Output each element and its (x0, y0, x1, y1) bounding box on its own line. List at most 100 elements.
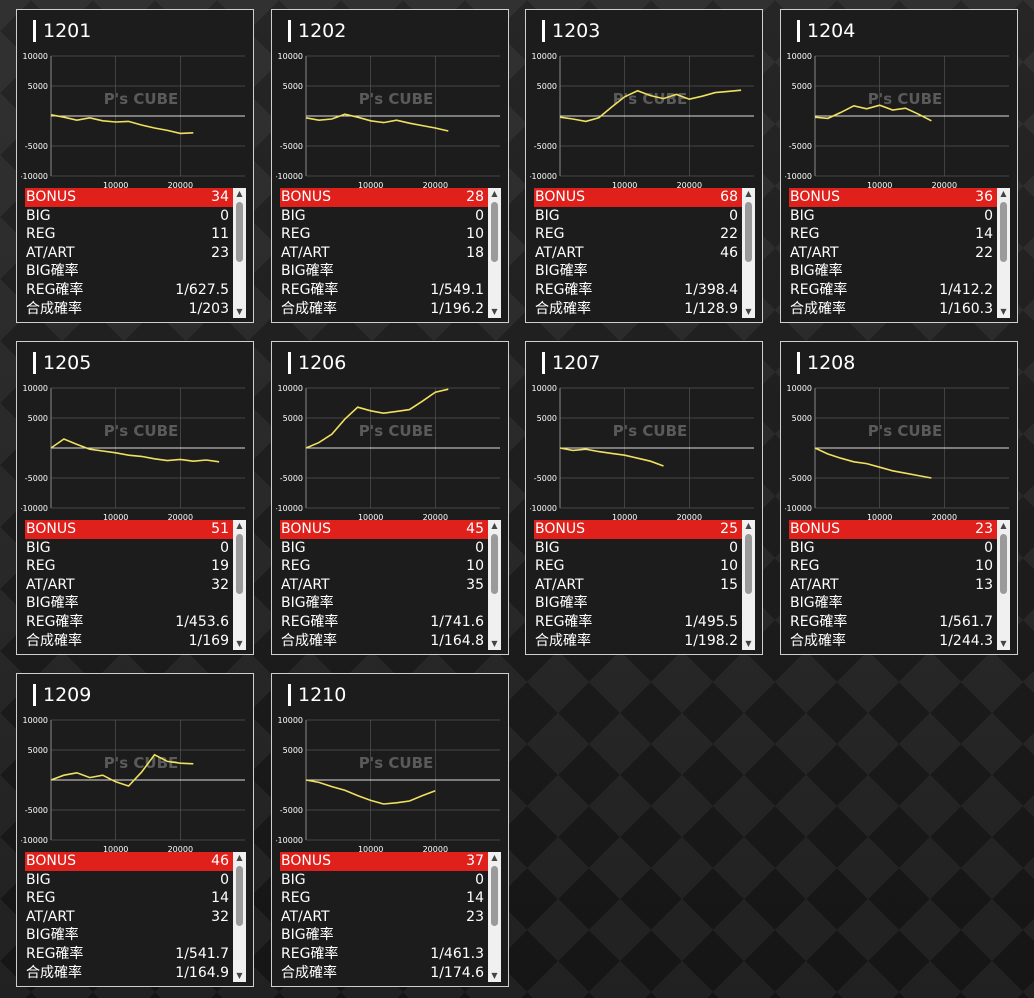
stat-label: REG確率 (535, 281, 593, 298)
series-line (814, 104, 932, 122)
stat-value: 0 (984, 539, 993, 556)
stat-value: 1/549.1 (430, 281, 484, 298)
stat-label: BONUS (26, 189, 76, 205)
scroll-up-arrow-icon[interactable]: ▲ (236, 521, 243, 530)
stat-row-reg: REG 19 (25, 557, 233, 576)
x-tick-label: 20000 (932, 513, 957, 522)
stats-scrollbar[interactable]: ▲ ▼ (997, 520, 1010, 650)
machine-card-1204[interactable]: 1204 P's CUBE 10000 5000 -5000 -10000 10000 200… (780, 9, 1018, 323)
stat-label: REG確率 (26, 613, 84, 630)
scroll-down-arrow-icon[interactable]: ▼ (745, 307, 752, 316)
stats-list: BONUS 37 BIG 0 REG 14 AT/ART 23 BIG確率 REG確率 1/461.… (280, 852, 488, 982)
stat-label: BONUS (26, 521, 76, 537)
scroll-thumb[interactable] (491, 866, 498, 926)
stat-value: 1/561.7 (939, 613, 993, 630)
series-line (50, 753, 194, 787)
series-line (305, 113, 449, 132)
stat-row-big: BIG 0 (25, 871, 233, 890)
stats-scrollbar[interactable]: ▲ ▼ (488, 188, 501, 318)
machine-card-1205[interactable]: 1205 P's CUBE 10000 5000 -5000 -10000 10000 200… (16, 341, 254, 655)
machine-card-1208[interactable]: 1208 P's CUBE 10000 5000 -5000 -10000 10000 200… (780, 341, 1018, 655)
machine-card-1202[interactable]: 1202 P's CUBE 10000 5000 -5000 -10000 10000 200… (271, 9, 509, 323)
stat-row-bonus: BONUS 25 (534, 520, 742, 539)
machine-card-1207[interactable]: 1207 P's CUBE 10000 5000 -5000 -10000 10000 200… (525, 341, 763, 655)
scroll-thumb[interactable] (1000, 202, 1007, 262)
machine-card-1203[interactable]: 1203 P's CUBE 10000 5000 -5000 -10000 10000 200… (525, 9, 763, 323)
scroll-thumb[interactable] (745, 202, 752, 262)
stat-row-big-rate: BIG確率 (25, 262, 233, 281)
stat-row-total-rate: 合成確率 1/174.6 (280, 964, 488, 983)
scroll-thumb[interactable] (491, 202, 498, 262)
scroll-up-arrow-icon[interactable]: ▲ (491, 189, 498, 198)
watermark-logo: P's CUBE (359, 90, 434, 108)
stats-scrollbar[interactable]: ▲ ▼ (488, 852, 501, 982)
scroll-down-arrow-icon[interactable]: ▼ (1000, 639, 1007, 648)
scroll-thumb[interactable] (1000, 534, 1007, 594)
stat-value: 0 (220, 539, 229, 556)
scroll-thumb[interactable] (236, 202, 243, 262)
stat-row-total-rate: 合成確率 1/160.3 (789, 300, 997, 319)
stat-label: 合成確率 (790, 632, 846, 649)
stat-value: 22 (720, 226, 738, 243)
stats-scrollbar[interactable]: ▲ ▼ (997, 188, 1010, 318)
stat-label: BONUS (535, 189, 585, 205)
machine-number: 1205 (33, 350, 91, 376)
scroll-up-arrow-icon[interactable]: ▲ (491, 853, 498, 862)
stats-scrollbar[interactable]: ▲ ▼ (742, 520, 755, 650)
stat-row-bonus: BONUS 36 (789, 188, 997, 207)
x-tick-label: 20000 (677, 513, 702, 522)
slump-chart: P's CUBE 10000 5000 -5000 -10000 10000 20000 (276, 384, 500, 522)
scroll-down-arrow-icon[interactable]: ▼ (491, 971, 498, 980)
stat-row-at: AT/ART 18 (280, 244, 488, 263)
stat-label: 合成確率 (281, 300, 337, 317)
slump-chart: P's CUBE 10000 5000 -5000 -10000 10000 20000 (21, 716, 245, 854)
stat-label: REG (790, 558, 820, 575)
stat-row-big: BIG 0 (280, 207, 488, 226)
slump-chart: P's CUBE 10000 5000 -5000 -10000 10000 20000 (530, 384, 754, 522)
stat-row-big: BIG 0 (789, 207, 997, 226)
scroll-thumb[interactable] (236, 534, 243, 594)
scroll-thumb[interactable] (236, 866, 243, 926)
stat-value: 14 (975, 226, 993, 243)
x-tick-label: 20000 (168, 181, 193, 190)
stat-row-big-rate: BIG確率 (280, 926, 488, 945)
scroll-thumb[interactable] (491, 534, 498, 594)
stats-list: BONUS 28 BIG 0 REG 10 AT/ART 18 BIG確率 REG確率 1/549.… (280, 188, 488, 318)
scroll-down-arrow-icon[interactable]: ▼ (491, 639, 498, 648)
scroll-down-arrow-icon[interactable]: ▼ (491, 307, 498, 316)
scroll-down-arrow-icon[interactable]: ▼ (236, 307, 243, 316)
x-tick-label: 10000 (358, 845, 383, 854)
stat-label: AT/ART (26, 576, 75, 593)
scroll-up-arrow-icon[interactable]: ▲ (236, 189, 243, 198)
stat-row-big-rate: BIG確率 (789, 594, 997, 613)
stats-scrollbar[interactable]: ▲ ▼ (233, 520, 246, 650)
stats-scrollbar[interactable]: ▲ ▼ (233, 852, 246, 982)
stat-label: BIG (26, 539, 51, 556)
scroll-down-arrow-icon[interactable]: ▼ (236, 639, 243, 648)
stat-row-at: AT/ART 46 (534, 244, 742, 263)
stat-label: BIG (26, 871, 51, 888)
stats-scrollbar[interactable]: ▲ ▼ (488, 520, 501, 650)
stats-list: BONUS 34 BIG 0 REG 11 AT/ART 23 BIG確率 REG確率 1/627.… (25, 188, 233, 318)
scroll-up-arrow-icon[interactable]: ▲ (1000, 189, 1007, 198)
scroll-up-arrow-icon[interactable]: ▲ (491, 521, 498, 530)
stat-label: BIG確率 (535, 263, 588, 280)
machine-card-1201[interactable]: 1201 P's CUBE 10000 5000 -5000 -10000 10000 200… (16, 9, 254, 323)
stat-value: 1/741.6 (430, 613, 484, 630)
scroll-down-arrow-icon[interactable]: ▼ (236, 971, 243, 980)
stats-scrollbar[interactable]: ▲ ▼ (742, 188, 755, 318)
machine-card-1209[interactable]: 1209 P's CUBE 10000 5000 -5000 -10000 10000 200… (16, 673, 254, 987)
scroll-up-arrow-icon[interactable]: ▲ (745, 521, 752, 530)
scroll-up-arrow-icon[interactable]: ▲ (745, 189, 752, 198)
scroll-up-arrow-icon[interactable]: ▲ (236, 853, 243, 862)
scroll-up-arrow-icon[interactable]: ▲ (1000, 521, 1007, 530)
scroll-down-arrow-icon[interactable]: ▼ (745, 639, 752, 648)
stat-value: 1/203 (188, 300, 229, 317)
stat-row-reg: REG 14 (280, 889, 488, 908)
machine-card-1206[interactable]: 1206 P's CUBE 10000 5000 -5000 -10000 10000 200… (271, 341, 509, 655)
scroll-thumb[interactable] (745, 534, 752, 594)
scroll-down-arrow-icon[interactable]: ▼ (1000, 307, 1007, 316)
stat-label: BIG確率 (281, 927, 334, 944)
machine-card-1210[interactable]: 1210 P's CUBE 10000 5000 -5000 -10000 10000 200… (271, 673, 509, 987)
stats-scrollbar[interactable]: ▲ ▼ (233, 188, 246, 318)
